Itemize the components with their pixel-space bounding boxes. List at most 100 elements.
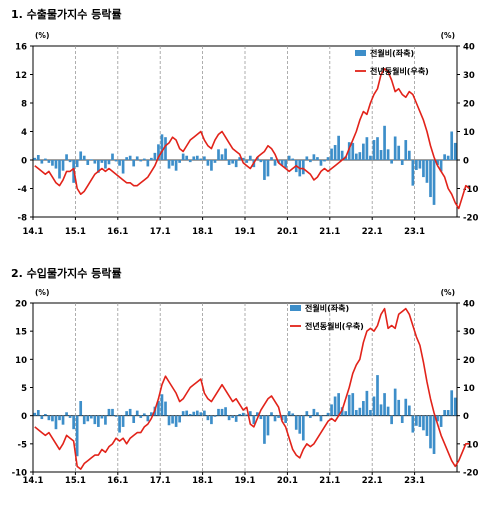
y-left-unit: (%) [35, 288, 49, 297]
bar [453, 142, 457, 160]
bar [330, 404, 333, 416]
bar [121, 160, 125, 174]
bar [309, 160, 312, 163]
bar [135, 410, 139, 416]
bar [146, 415, 150, 422]
bar [326, 412, 330, 416]
bar [415, 415, 418, 426]
y-left-tick-label: -10 [12, 469, 27, 479]
bar [252, 415, 256, 425]
y-left-tick-label: 5 [21, 384, 27, 394]
bar [54, 415, 58, 430]
bar [181, 153, 185, 160]
bar [273, 160, 277, 166]
bar [44, 413, 47, 416]
bar [453, 397, 457, 416]
bar [72, 415, 75, 430]
bar [379, 150, 383, 160]
bar [404, 398, 408, 416]
x-tick-label: 20.1 [277, 227, 298, 237]
bar [407, 405, 411, 416]
bar [301, 160, 305, 175]
bar [284, 415, 287, 423]
legend-bar-swatch [290, 305, 301, 311]
bar [280, 160, 284, 166]
bar [273, 415, 277, 422]
bar [164, 401, 167, 416]
x-tick-label: 21.1 [319, 476, 340, 483]
bar [379, 404, 383, 416]
bar [61, 415, 65, 425]
bar [125, 157, 128, 160]
legend-bar-label: 전월비(좌축) [370, 48, 414, 58]
bar [425, 160, 429, 183]
bar [400, 160, 404, 165]
bar [125, 411, 128, 416]
bar [347, 394, 351, 416]
bar [188, 413, 192, 416]
bar [97, 415, 100, 427]
bar [365, 137, 369, 160]
bar [425, 415, 429, 436]
bar [100, 415, 104, 419]
y-right-tick-label: 30 [463, 71, 475, 81]
bar [192, 411, 196, 416]
bar [443, 410, 446, 416]
yoy-line [34, 307, 470, 470]
bar [390, 415, 393, 425]
bar [234, 160, 238, 168]
bar [68, 415, 72, 418]
bar [316, 157, 319, 160]
chart-1-title: 1. 수출물가지수 등락률 [11, 8, 122, 21]
bar [82, 415, 86, 425]
x-tick-label: 23.1 [404, 476, 425, 483]
bar [439, 160, 443, 172]
bar [347, 142, 351, 160]
bar [294, 415, 298, 430]
y-right-tick-label: 10 [463, 384, 475, 394]
bar [206, 160, 210, 166]
bar [114, 160, 118, 162]
bar [362, 143, 365, 160]
x-tick-label: 22.1 [362, 227, 383, 237]
y-left-tick-label: -4 [18, 185, 28, 195]
bar [89, 159, 93, 160]
bar [132, 415, 136, 423]
bar [446, 410, 450, 416]
bar [291, 413, 295, 416]
y-right-tick-label: -10 [463, 185, 478, 195]
bar [309, 415, 312, 418]
bar [178, 160, 181, 163]
bar [407, 150, 411, 160]
y-right-tick-label: -10 [463, 440, 478, 450]
bar [446, 155, 450, 160]
bar [259, 160, 263, 163]
bar [203, 410, 206, 416]
bar [411, 415, 415, 433]
bar [79, 151, 83, 160]
bar [245, 160, 249, 163]
bar [369, 410, 372, 416]
bar [432, 160, 436, 205]
bar [301, 415, 305, 441]
y-right-tick-label: 40 [463, 43, 475, 53]
bar [75, 415, 79, 457]
bar [107, 408, 111, 416]
bar [150, 412, 153, 416]
bar [104, 160, 107, 169]
legend-bar-label: 전월비(좌축) [305, 303, 349, 313]
bar [86, 415, 90, 422]
legend-line-label: 전년동월비(우축) [370, 66, 429, 76]
bar [93, 160, 97, 164]
bar [312, 408, 316, 416]
bar [100, 160, 104, 163]
bar [298, 415, 302, 434]
bar [323, 160, 326, 162]
bar [291, 158, 295, 160]
bar [217, 408, 220, 416]
y-left-tick-label: 0 [21, 157, 27, 167]
bar [256, 412, 259, 416]
bar [234, 415, 238, 422]
bar [439, 415, 443, 427]
bar [422, 160, 425, 178]
